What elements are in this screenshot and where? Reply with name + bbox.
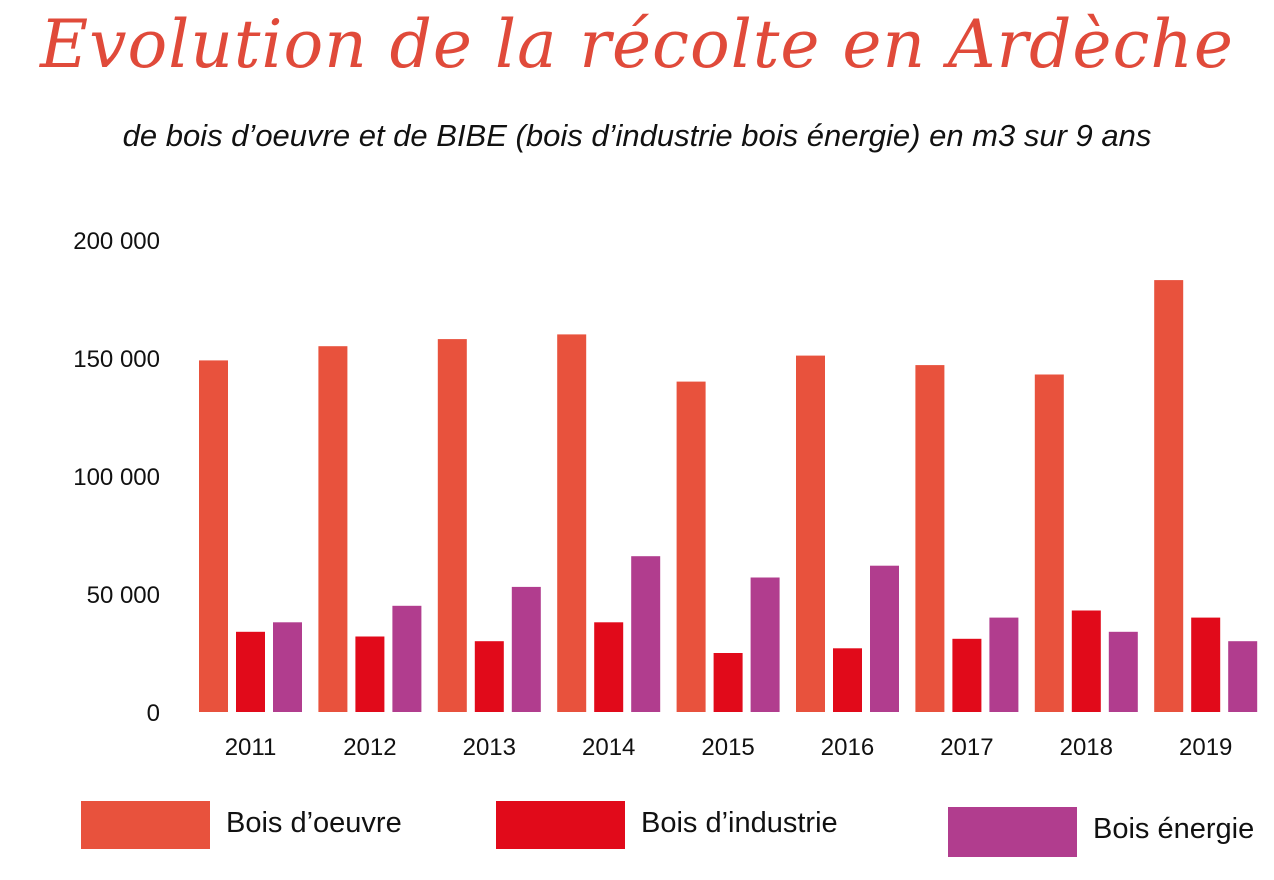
chart-title: Evolution de la récolte en Ardèche [40,6,1234,83]
y-axis-ticks: 0 50 000 100 000 150 000 200 000 [73,228,160,727]
y-tick-label: 50 000 [87,582,160,609]
bar [989,617,1019,712]
x-tick-label: 2017 [940,734,993,761]
bar [355,636,385,712]
legend-swatch [496,801,625,849]
bar [676,381,706,712]
bar [594,622,624,712]
bar [557,334,587,712]
bar [1071,610,1101,712]
bars [199,280,1258,712]
x-tick-label: 2014 [582,734,635,761]
x-axis-ticks: 2011 2012 2013 2014 2015 2016 2017 2018 2019 [225,734,1233,761]
bar [1034,374,1064,712]
bar [199,360,228,712]
bar [915,365,945,712]
x-tick-label: 2016 [821,734,874,761]
bar [392,605,422,712]
legend-label: Bois énergie [1093,813,1254,845]
x-tick-label: 2011 [225,734,277,761]
x-tick-label: 2013 [463,734,516,761]
y-tick-label: 200 000 [73,228,160,255]
bar [1108,631,1138,712]
bar [870,565,899,712]
bar [273,622,302,712]
x-tick-label: 2012 [343,734,396,761]
bar [474,641,504,712]
y-tick-label: 100 000 [73,464,160,491]
bar [796,355,825,712]
bar [318,346,348,712]
bar [511,586,541,712]
x-tick-label: 2019 [1179,734,1232,761]
bar [952,638,982,712]
bar [750,577,780,712]
bar [833,648,862,712]
legend-label: Bois d’industrie [641,807,838,839]
legend-swatch [948,807,1077,857]
bar [713,653,743,712]
bar [236,631,265,712]
y-tick-label: 0 [147,700,160,727]
bar [1228,641,1258,712]
legend: Bois d’oeuvre Bois d’industrie Bois énergi… [81,801,1254,857]
legend-swatch [81,801,210,849]
bar [1154,280,1184,712]
x-tick-label: 2015 [701,734,754,761]
bar [437,339,467,712]
bar [631,556,661,712]
bar [1191,617,1221,712]
x-tick-label: 2018 [1060,734,1113,761]
chart-subtitle: de bois d’oeuvre et de BIBE (bois d’indu… [122,118,1152,153]
y-tick-label: 150 000 [73,346,160,373]
legend-label: Bois d’oeuvre [226,807,402,839]
